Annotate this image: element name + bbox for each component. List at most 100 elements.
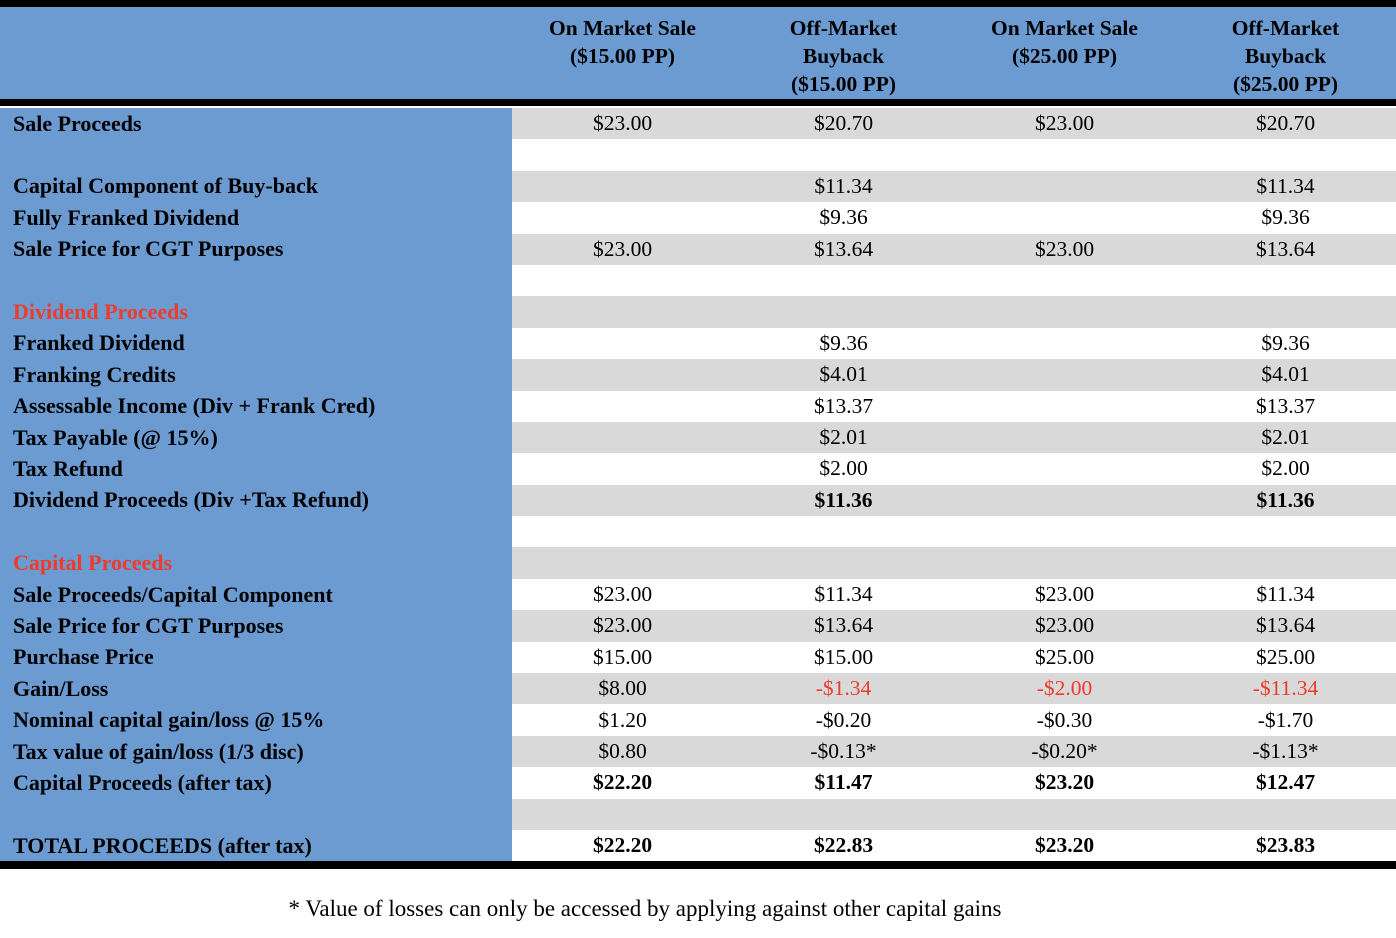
value-cell xyxy=(512,391,733,422)
value-cell: $9.36 xyxy=(819,205,868,230)
value-cell: $25.00 xyxy=(1034,644,1095,669)
value-cell: $9.36 xyxy=(1261,205,1310,230)
value-cell: $11.34 xyxy=(1256,582,1315,607)
row-label: Capital Component of Buy-back xyxy=(0,170,512,203)
value-cell: $0.80 xyxy=(598,739,647,763)
row-label: Capital Proceeds xyxy=(0,547,512,579)
value-cell: -$2.00 xyxy=(1036,676,1093,701)
value-cell: -$0.13* xyxy=(810,739,877,763)
table-row: Capital Component of Buy-back $11.34 $11.3… xyxy=(0,170,1396,203)
value-cell xyxy=(954,547,1175,578)
value-cell: $22.83 xyxy=(813,833,874,858)
table-row: Capital Proceeds xyxy=(0,547,1396,579)
value-cell: $12.47 xyxy=(1255,770,1316,795)
value-cell xyxy=(954,265,1175,296)
value-cell xyxy=(512,359,733,390)
table-row: Capital Proceeds (after tax) $22.20 $11.47… xyxy=(0,767,1396,799)
value-cell xyxy=(512,328,733,359)
value-cell xyxy=(954,139,1175,170)
value-cell: $23.00 xyxy=(592,613,653,638)
table-row xyxy=(0,516,1396,548)
value-cell xyxy=(733,799,954,830)
value-cell xyxy=(733,296,954,327)
value-cell: $25.00 xyxy=(1255,644,1316,669)
value-cell xyxy=(1175,296,1396,327)
value-cell xyxy=(512,453,733,484)
value-cell: $11.47 xyxy=(814,770,873,795)
header-cell-off-market-buyback-25: Off-Market Buyback ($25.00 PP) xyxy=(1231,16,1340,96)
table-row: Tax Refund $2.00 $2.00 xyxy=(0,453,1396,485)
value-cell xyxy=(954,391,1175,422)
value-cell: $23.00 xyxy=(1034,236,1095,261)
value-cell: $2.01 xyxy=(1261,425,1310,450)
value-cell xyxy=(1175,265,1396,296)
value-cell: -$0.20 xyxy=(815,707,872,732)
value-cell: $20.70 xyxy=(1255,111,1316,136)
value-cell xyxy=(512,202,733,233)
table-row xyxy=(0,798,1396,830)
row-label: Purchase Price xyxy=(0,641,512,674)
value-cell: $2.01 xyxy=(819,425,868,450)
value-cell xyxy=(512,296,733,327)
value-cell: $22.20 xyxy=(592,770,653,795)
value-cell: $23.00 xyxy=(592,111,653,136)
value-cell xyxy=(954,422,1175,453)
row-label: Tax Payable (@ 15%) xyxy=(0,421,512,454)
value-cell xyxy=(954,359,1175,390)
row-label: Gain/Loss xyxy=(0,673,512,705)
value-cell: $23.00 xyxy=(1034,613,1095,638)
value-cell: $23.00 xyxy=(592,582,653,607)
table-row: Franked Dividend $9.36 $9.36 xyxy=(0,327,1396,360)
value-cell xyxy=(1175,139,1396,170)
value-cell: $11.34 xyxy=(814,173,873,198)
value-cell xyxy=(954,202,1175,233)
value-cell: $13.64 xyxy=(1255,613,1316,638)
value-cell xyxy=(1175,516,1396,547)
value-cell: $23.00 xyxy=(1034,582,1095,607)
value-cell xyxy=(733,547,954,578)
table-row: Franking Credits $4.01 $4.01 xyxy=(0,359,1396,391)
table-row: Gain/Loss $8.00 -$1.34 -$2.00 -$11.34 xyxy=(0,673,1396,705)
value-cell xyxy=(733,265,954,296)
value-cell xyxy=(512,516,733,547)
value-cell: -$1.34 xyxy=(815,676,872,701)
row-label xyxy=(0,798,512,830)
value-cell: $8.00 xyxy=(598,676,647,701)
row-label: Sale Proceeds/Capital Component xyxy=(0,578,512,611)
row-label xyxy=(0,139,512,171)
table-row: Sale Proceeds/Capital Component $23.00 $11… xyxy=(0,578,1396,611)
value-cell xyxy=(954,171,1175,202)
row-label: Sale Price for CGT Purposes xyxy=(0,610,512,642)
value-cell: $11.34 xyxy=(814,582,873,607)
row-label: Franked Dividend xyxy=(0,327,512,360)
value-cell: $20.70 xyxy=(813,111,874,136)
value-cell xyxy=(512,265,733,296)
header-underline xyxy=(0,99,1396,106)
table-row: Tax Payable (@ 15%) $2.01 $2.01 xyxy=(0,421,1396,454)
row-label: Assessable Income (Div + Frank Cred) xyxy=(0,390,512,422)
value-cell: $23.00 xyxy=(592,236,653,261)
value-cell xyxy=(733,516,954,547)
value-cell xyxy=(954,296,1175,327)
header-cell-off-market-buyback-15: Off-Market Buyback ($15.00 PP) xyxy=(789,16,898,96)
row-label: Sale Price for CGT Purposes xyxy=(0,233,512,265)
row-label: Dividend Proceeds (Div +Tax Refund) xyxy=(0,484,512,517)
value-cell xyxy=(1175,547,1396,578)
value-cell xyxy=(512,799,733,830)
value-cell xyxy=(512,139,733,170)
header-gap xyxy=(0,106,1396,108)
value-cell xyxy=(512,485,733,516)
value-cell: $4.01 xyxy=(1261,362,1310,387)
value-cell: $13.37 xyxy=(1255,393,1316,418)
table-top-border xyxy=(0,0,1396,7)
value-cell: $13.64 xyxy=(813,613,874,638)
value-cell xyxy=(733,139,954,170)
row-label: TOTAL PROCEEDS (after tax) xyxy=(0,829,512,862)
value-cell: $4.01 xyxy=(819,362,868,387)
footnote: * Value of losses can only be accessed b… xyxy=(288,896,1002,922)
row-label xyxy=(0,264,512,297)
value-cell: $15.00 xyxy=(813,644,874,669)
value-cell: $11.36 xyxy=(1256,487,1315,512)
value-cell: $15.00 xyxy=(592,644,653,669)
